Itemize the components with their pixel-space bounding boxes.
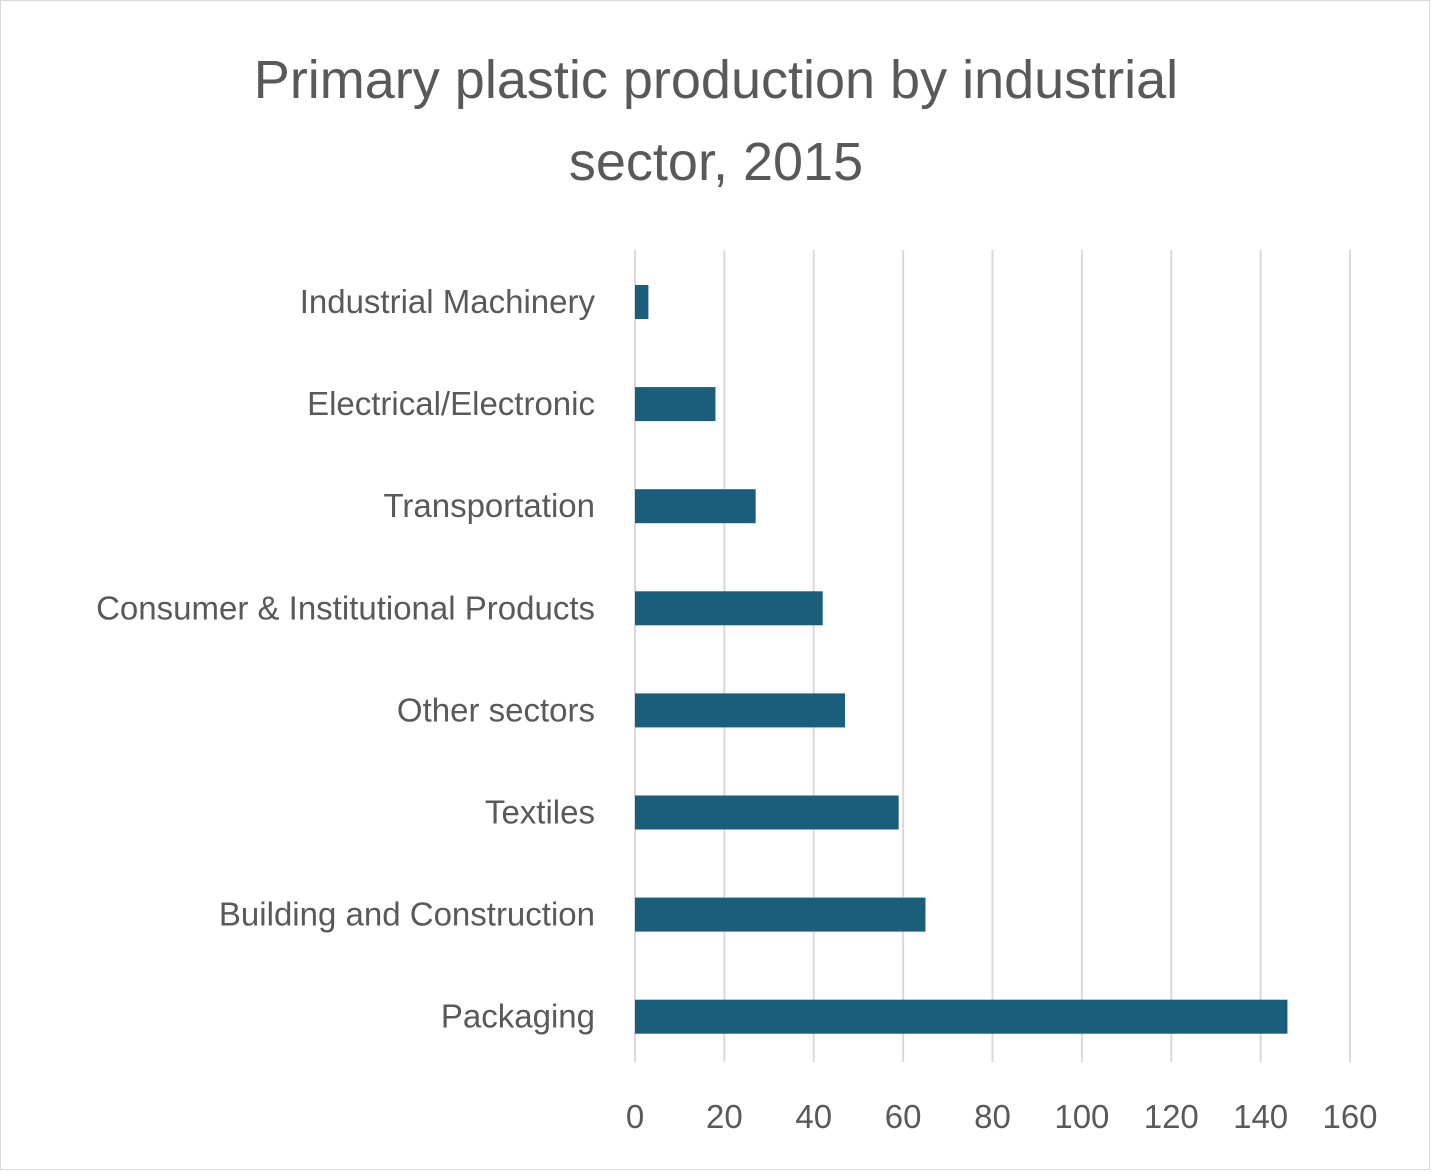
x-axis-tick-labels: 0 20 40 60 80 100 120 140 160 [626, 1098, 1378, 1135]
bar [635, 285, 649, 319]
bar [635, 795, 899, 830]
category-label: Building and Construction [219, 896, 595, 933]
category-label: Other sectors [397, 691, 595, 728]
bar [635, 387, 716, 422]
x-tick-label: 0 [626, 1098, 644, 1135]
category-labels: Industrial Machinery Electrical/Electroni… [96, 283, 595, 1035]
x-tick-label: 80 [974, 1098, 1011, 1135]
category-label: Textiles [485, 794, 595, 831]
x-tick-label: 160 [1322, 1098, 1377, 1135]
bar [635, 489, 756, 524]
x-tick-label: 120 [1144, 1098, 1199, 1135]
category-label: Consumer & Institutional Products [96, 589, 595, 626]
x-tick-label: 40 [795, 1098, 832, 1135]
x-tick-label: 100 [1054, 1098, 1109, 1135]
gridlines [634, 250, 1351, 1062]
category-label: Packaging [441, 998, 595, 1035]
x-tick-label: 140 [1233, 1098, 1288, 1135]
x-tick-label: 60 [885, 1098, 922, 1135]
category-label: Transportation [383, 487, 595, 524]
chart-title: Primary plastic production by industrial… [253, 50, 1179, 192]
bar [635, 999, 1288, 1034]
bar [635, 591, 823, 626]
category-label: Industrial Machinery [300, 283, 596, 320]
bars [635, 285, 1288, 1034]
x-tick-label: 20 [706, 1098, 743, 1135]
bar [635, 693, 846, 728]
category-label: Electrical/Electronic [307, 385, 595, 422]
bar [635, 897, 926, 932]
